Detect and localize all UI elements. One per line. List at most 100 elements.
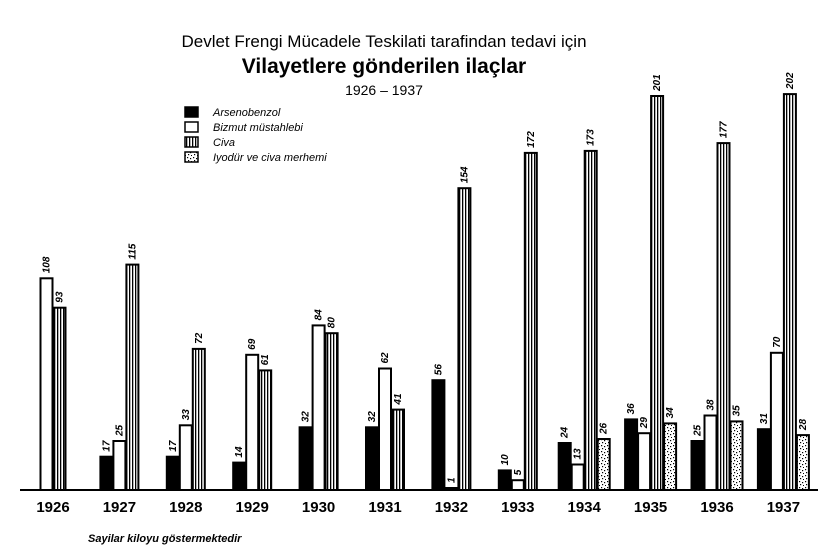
legend-swatch-series-1 <box>184 106 199 118</box>
bar-1935-series-2 <box>637 432 652 492</box>
value-label-1937-series-2: 70 <box>772 336 783 348</box>
value-label-1936-series-1: 25 <box>693 424 704 437</box>
x-tick-label: 1929 <box>236 499 269 516</box>
value-label-1937-series-1: 31 <box>759 413 770 425</box>
value-label-1934-series-3: 173 <box>586 129 597 146</box>
chart-subtitle: 1926 – 1937 <box>345 82 423 98</box>
bar-1934-series-1 <box>557 442 572 491</box>
value-label-1934-series-4: 26 <box>599 422 610 435</box>
x-tick-label: 1932 <box>435 499 468 516</box>
bar-1930-series-2 <box>311 324 326 491</box>
bar-1932-series-3 <box>457 187 472 491</box>
value-label-1931-series-1: 32 <box>367 411 378 423</box>
x-tick-label: 1935 <box>634 499 667 516</box>
bar-1931-series-2 <box>378 367 392 491</box>
legend-label-series-4: Iyodür ve civa merhemi <box>213 152 327 164</box>
legend-label-series-1: Arsenobenzol <box>212 107 281 119</box>
value-label-1927-series-1: 17 <box>101 440 112 452</box>
bar-1928-series-3 <box>191 347 206 491</box>
value-label-1934-series-2: 13 <box>573 448 584 460</box>
value-label-1930-series-2: 84 <box>314 309 325 321</box>
x-tick-label: 1927 <box>103 499 136 516</box>
value-label-1937-series-4: 28 <box>798 419 809 432</box>
x-tick-label: 1936 <box>700 499 733 516</box>
legend-label-series-2: Bizmut müstahlebi <box>213 122 303 134</box>
value-label-1930-series-1: 32 <box>301 411 312 423</box>
x-tick-label: 1937 <box>767 499 800 516</box>
bar-1931-series-3 <box>391 408 405 492</box>
value-label-1928-series-2: 33 <box>181 409 192 421</box>
value-label-1931-series-3: 41 <box>393 393 404 406</box>
bar-1937-series-1 <box>756 428 771 492</box>
legend-swatch-series-3 <box>184 136 199 148</box>
value-label-1929-series-3: 61 <box>260 354 271 366</box>
bar-1935-series-4 <box>663 422 678 491</box>
value-label-1936-series-2: 38 <box>706 399 717 411</box>
x-tick-label: 1933 <box>501 499 534 516</box>
bar-1936-series-2 <box>703 414 718 491</box>
value-label-1927-series-3: 115 <box>127 243 138 259</box>
value-label-1935-series-2: 29 <box>639 417 650 430</box>
value-label-1935-series-1: 36 <box>626 403 637 415</box>
value-label-1928-series-1: 17 <box>168 440 179 452</box>
bar-1929-series-3 <box>258 369 273 491</box>
bar-1936-series-1 <box>690 440 705 491</box>
value-label-1933-series-1: 10 <box>500 454 511 466</box>
bar-1927-series-2 <box>112 440 127 491</box>
legend-label-series-3: Civa <box>213 137 235 149</box>
bar-1930-series-1 <box>298 426 313 491</box>
bar-1933-series-1 <box>497 469 512 491</box>
bar-1937-series-3 <box>782 93 797 491</box>
bar-1929-series-2 <box>245 353 260 491</box>
bar-1928-series-2 <box>178 424 193 491</box>
bar-1933-series-2 <box>510 479 525 492</box>
bar-1929-series-1 <box>232 461 247 492</box>
value-label-1935-series-4: 34 <box>665 407 676 419</box>
value-label-1933-series-2: 5 <box>513 469 524 475</box>
bar-1927-series-3 <box>125 263 140 491</box>
bar-1937-series-4 <box>795 434 810 492</box>
value-label-1936-series-4: 35 <box>732 405 743 417</box>
value-label-1933-series-3: 172 <box>526 131 537 148</box>
bar-1937-series-2 <box>769 351 784 491</box>
value-label-1926-series-2: 108 <box>42 256 53 273</box>
value-label-1935-series-3: 201 <box>652 74 663 92</box>
legend-swatch-series-4 <box>184 151 199 163</box>
value-label-1929-series-1: 14 <box>234 446 245 458</box>
x-tick-label: 1931 <box>368 499 401 516</box>
x-tick-label: 1928 <box>169 499 202 516</box>
bar-1931-series-1 <box>365 426 379 491</box>
bar-1934-series-4 <box>596 438 611 491</box>
bar-1930-series-3 <box>324 332 339 492</box>
value-label-1932-series-1: 56 <box>433 364 444 376</box>
x-tick-label: 1934 <box>568 499 602 516</box>
value-label-1931-series-2: 62 <box>380 352 391 364</box>
legend-swatch-series-2 <box>184 121 199 133</box>
bar-1926-series-2 <box>39 277 54 491</box>
bar-1927-series-1 <box>99 455 114 492</box>
value-label-1932-series-2: 1 <box>446 477 457 483</box>
bar-1934-series-3 <box>583 149 598 491</box>
x-tick-label: 1930 <box>302 499 335 516</box>
bar-1926-series-3 <box>52 306 67 492</box>
value-label-1928-series-3: 72 <box>194 332 205 344</box>
legend: Arsenobenzol Bizmut müstahlebi Civa Iyodür … <box>184 106 327 164</box>
bar-1936-series-3 <box>716 142 731 491</box>
value-label-1936-series-3: 177 <box>719 121 730 138</box>
value-label-1929-series-2: 69 <box>247 338 258 350</box>
bar-1935-series-3 <box>650 95 665 491</box>
bar-1932-series-1 <box>431 379 446 492</box>
value-label-1926-series-3: 93 <box>55 291 66 303</box>
value-label-1927-series-2: 25 <box>114 424 125 437</box>
x-tick-labels: 1926 1927 1928 1929 1930 1931 1932 1933 1934 1935… <box>36 499 800 516</box>
value-label-1930-series-3: 80 <box>327 317 338 329</box>
bar-1935-series-1 <box>624 418 639 491</box>
chart-title: Vilayetlere gönderilen ilaçlar <box>242 55 526 78</box>
x-tick-label: 1926 <box>36 499 69 516</box>
bar-1934-series-2 <box>570 463 585 491</box>
value-label-1937-series-3: 202 <box>785 72 796 90</box>
footnote: Sayilar kiloyu göstermektedir <box>88 533 242 545</box>
value-labels: 1089317251151733721469613284803262415611… <box>42 72 809 483</box>
bar-1928-series-1 <box>165 455 180 492</box>
